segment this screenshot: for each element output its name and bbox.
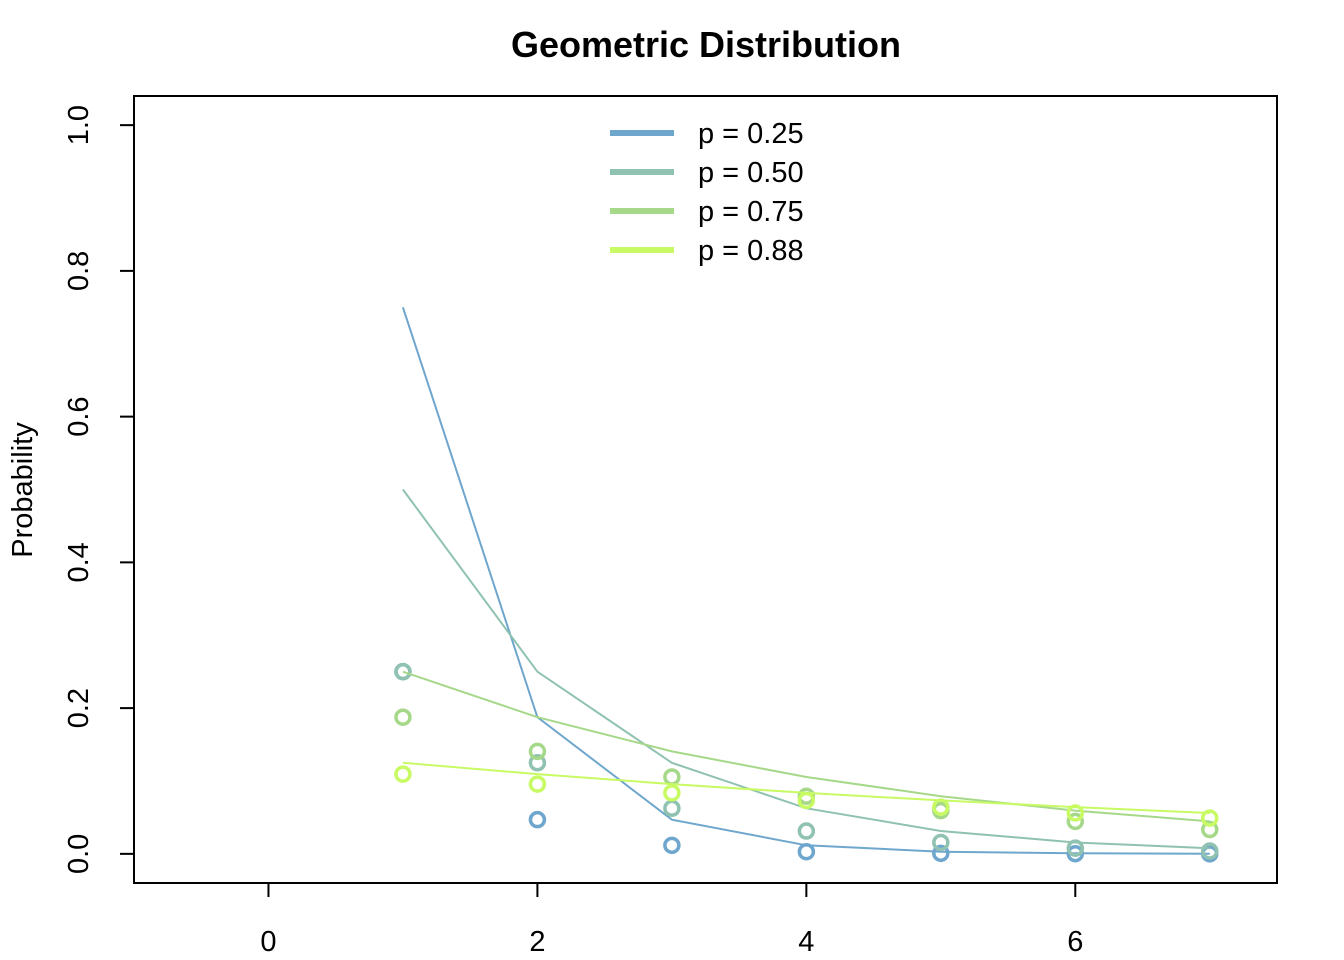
legend-label: p = 0.88 <box>698 235 804 267</box>
data-point <box>528 775 547 793</box>
data-point <box>1066 804 1085 822</box>
data-point <box>932 833 950 852</box>
data-point <box>932 798 950 816</box>
y-tick-label: 0.2 <box>63 688 95 728</box>
data-point <box>1066 812 1085 831</box>
data-point <box>797 842 816 861</box>
data-point <box>797 822 816 840</box>
y-tick-label: 0.4 <box>63 542 95 582</box>
data-point <box>528 810 547 829</box>
x-tick-label: 0 <box>260 926 276 958</box>
y-tick-label: 1.0 <box>63 105 95 145</box>
data-point <box>394 662 412 681</box>
legend-label: p = 0.50 <box>698 157 804 189</box>
data-point <box>932 844 950 863</box>
data-point <box>528 742 547 761</box>
y-tick-label: 0.6 <box>63 396 95 436</box>
data-point <box>797 791 816 810</box>
legend: p = 0.25 p = 0.50 p = 0.75 p = 0.88 <box>610 118 804 267</box>
series-line <box>401 306 1210 855</box>
x-tick-label: 2 <box>529 926 545 958</box>
y-axis: 0.0 0.2 0.4 0.6 0.8 1.0 <box>63 105 135 874</box>
data-point <box>1066 839 1085 857</box>
x-axis: 0 2 4 6 <box>260 882 1083 958</box>
y-tick-label: 0.8 <box>63 251 95 291</box>
data-point <box>663 784 681 802</box>
data-point <box>663 836 681 855</box>
y-axis-label: Probability <box>7 422 39 558</box>
y-tick-label: 0.0 <box>63 834 95 874</box>
chart-title: Geometric Distribution <box>511 24 901 65</box>
data-point <box>1201 842 1219 860</box>
legend-label: p = 0.25 <box>698 118 804 150</box>
legend-label: p = 0.75 <box>698 196 804 228</box>
data-point <box>1201 809 1219 827</box>
data-point <box>394 765 412 783</box>
series-3 <box>394 761 1219 827</box>
data-point <box>1201 820 1219 839</box>
x-tick-label: 6 <box>1067 926 1083 958</box>
data-point <box>663 768 681 786</box>
data-point <box>394 708 412 726</box>
data-point <box>1066 844 1085 863</box>
series-layer <box>394 306 1219 863</box>
data-point <box>528 754 547 772</box>
x-tick-label: 4 <box>798 926 814 958</box>
series-2 <box>394 670 1219 839</box>
series-line <box>402 670 1210 823</box>
data-point <box>663 799 681 818</box>
